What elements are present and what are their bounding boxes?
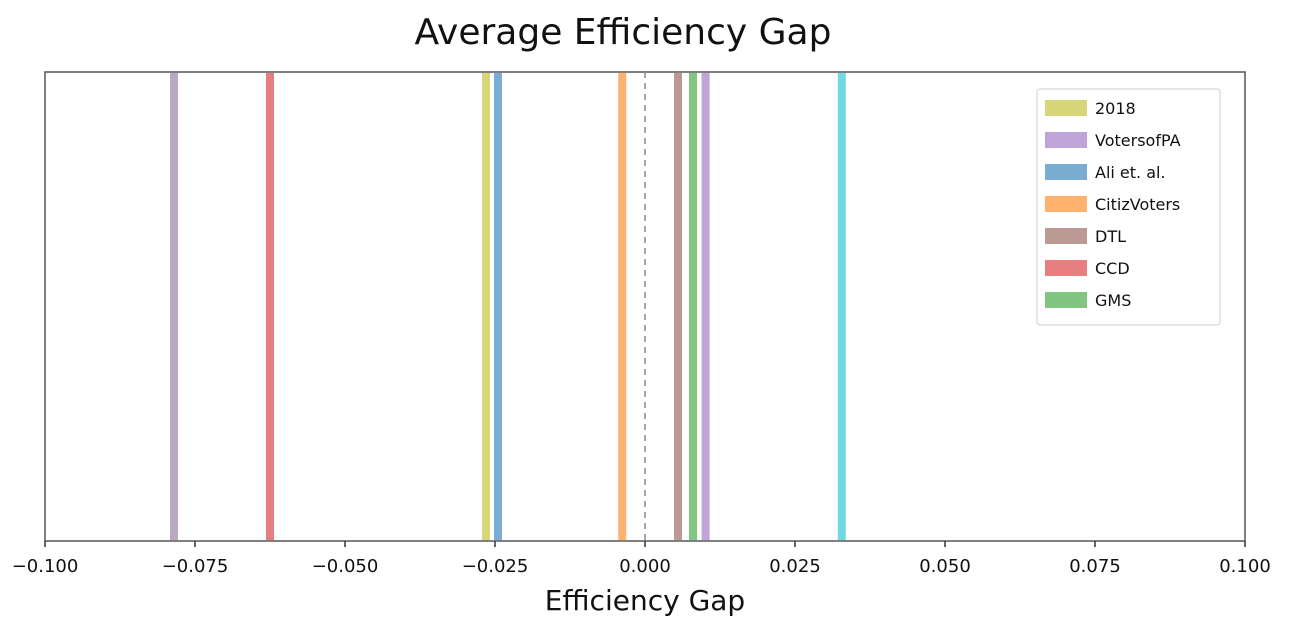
chart-title: Average Efficiency Gap [415, 12, 832, 53]
x-tick-label: −0.100 [12, 556, 79, 577]
legend-swatch [1045, 196, 1087, 212]
legend-swatch [1045, 260, 1087, 276]
legend-label: CitizVoters [1095, 195, 1180, 214]
legend-swatch [1045, 164, 1087, 180]
x-axis-label: Efficiency Gap [545, 584, 745, 617]
legend-label: DTL [1095, 227, 1126, 246]
x-tick-label: −0.050 [312, 556, 379, 577]
series-lines [170, 72, 846, 541]
legend-label: Ali et. al. [1095, 163, 1166, 182]
legend-swatch [1045, 292, 1087, 308]
x-tick-label: 0.000 [619, 556, 671, 577]
legend: 2018 VotersofPA Ali et. al. CitizVoters DTL C… [1036, 88, 1221, 326]
legend-label: CCD [1095, 259, 1130, 278]
legend-swatch [1045, 228, 1087, 244]
legend-swatch [1045, 100, 1087, 116]
x-tick-label: −0.025 [462, 556, 529, 577]
legend-label: GMS [1095, 291, 1131, 310]
x-tick-label: 0.025 [769, 556, 821, 577]
x-axis-ticks: −0.100 −0.075 −0.050 −0.025 0.000 0.025 0.050 0… [12, 541, 1271, 577]
x-tick-label: 0.075 [1069, 556, 1121, 577]
x-tick-label: −0.075 [162, 556, 229, 577]
x-tick-label: 0.100 [1219, 556, 1271, 577]
legend-label: 2018 [1095, 99, 1136, 118]
legend-swatch [1045, 132, 1087, 148]
legend-label: VotersofPA [1095, 131, 1181, 150]
x-tick-label: 0.050 [919, 556, 971, 577]
